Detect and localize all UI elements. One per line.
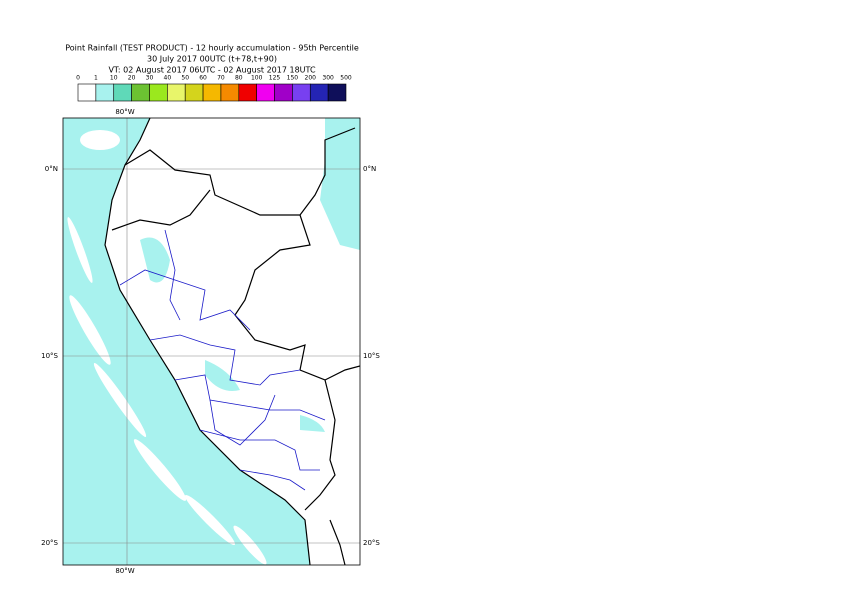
lat-label: 0°N	[45, 165, 58, 173]
lat-label: 20°S	[363, 539, 380, 547]
legend-label: 1	[94, 75, 98, 82]
legend-label: 50	[181, 75, 189, 82]
lat-label: 0°N	[363, 165, 376, 173]
lat-label: 10°S	[363, 352, 380, 360]
legend-swatch	[202, 83, 222, 102]
subtitle: VT: 02 August 2017 06UTC - 02 August 201…	[108, 66, 316, 75]
legend-swatch	[95, 83, 115, 102]
graticule	[63, 118, 360, 565]
legend-swatch	[167, 83, 186, 102]
legend-label: 150	[287, 75, 299, 82]
legend-swatch	[292, 83, 311, 102]
legend-label: 20	[128, 75, 136, 82]
legend-label: 80	[235, 75, 243, 82]
legend-swatch	[309, 83, 329, 102]
legend-label: 40	[164, 75, 172, 82]
lat-label: 10°S	[41, 352, 58, 360]
legend-swatch	[274, 83, 293, 102]
legend-label: 500	[340, 75, 352, 82]
dry-streaks	[67, 130, 267, 565]
regions	[119, 229, 326, 491]
legend-swatch	[131, 83, 150, 102]
map	[63, 118, 360, 565]
legend-label: 70	[217, 75, 225, 82]
legend-swatch	[256, 83, 275, 102]
legend-label: 200	[305, 75, 317, 82]
legend-label: 100	[251, 75, 263, 82]
legend-swatch	[220, 83, 240, 102]
legend-label: 0	[76, 75, 80, 82]
legend-swatch	[184, 83, 204, 102]
legend-label: 60	[199, 75, 207, 82]
legend-swatch	[149, 83, 168, 102]
header: Point Rainfall (TEST PRODUCT) - 12 hourl…	[65, 44, 359, 75]
axis-labels: 80°W 80°W 0°N 0°N 10°S 10°S 20°S 20°S	[41, 108, 380, 575]
lon-label: 80°W	[115, 567, 134, 575]
subtitle: 30 July 2017 00UTC (t+78,t+90)	[147, 55, 277, 64]
legend-swatch	[113, 83, 132, 102]
lat-label: 20°S	[41, 539, 58, 547]
legend-swatch	[327, 83, 347, 102]
legend-label: 30	[146, 75, 154, 82]
legend-label: 125	[269, 75, 281, 82]
legend: 0 1 10 20 30 40 50 60 70 80 100 125 150 200 300 500	[76, 75, 352, 102]
lon-label: 80°W	[115, 108, 134, 116]
title: Point Rainfall (TEST PRODUCT) - 12 hourl…	[65, 44, 359, 53]
legend-label: 10	[110, 75, 118, 82]
ocean-rain	[63, 118, 310, 565]
legend-label: 300	[322, 75, 334, 82]
legend-swatch	[77, 83, 97, 102]
legend-swatch	[238, 83, 257, 102]
